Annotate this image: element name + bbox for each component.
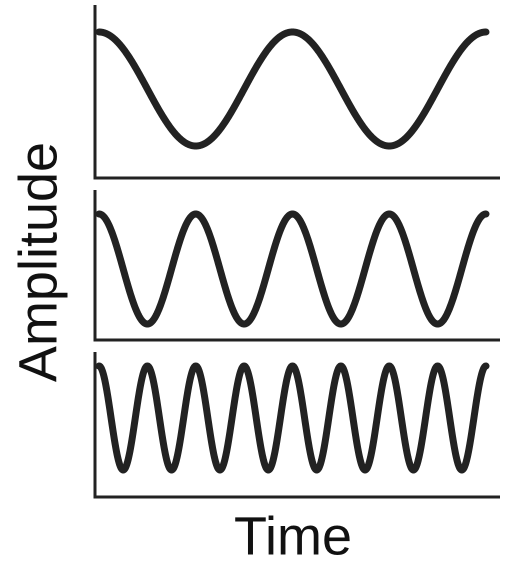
panel-axes — [93, 190, 500, 342]
panel-axes — [93, 5, 500, 180]
y-axis-label: Amplitude — [8, 142, 68, 382]
wave — [95, 28, 490, 150]
x-axis-label: Time — [234, 506, 352, 566]
wave — [95, 210, 490, 328]
wave — [95, 362, 490, 474]
panel-axes — [93, 352, 500, 499]
